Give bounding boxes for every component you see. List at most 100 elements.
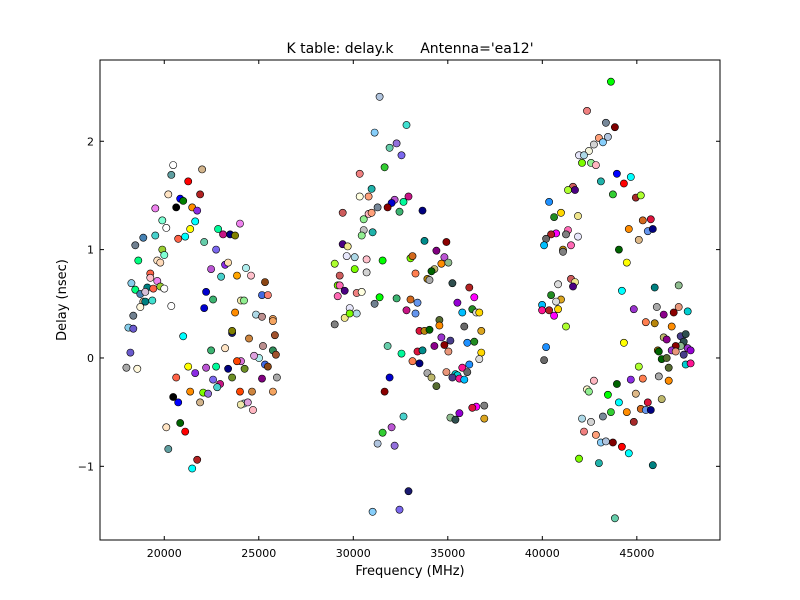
data-point xyxy=(368,507,377,516)
data-point xyxy=(385,373,394,382)
data-point xyxy=(368,228,377,237)
data-point xyxy=(599,412,607,421)
y-tick-label: 0 xyxy=(87,352,94,365)
data-point xyxy=(425,325,434,334)
data-point xyxy=(247,271,255,280)
data-point xyxy=(383,342,392,350)
data-point xyxy=(236,219,244,228)
data-point xyxy=(451,415,460,424)
data-point xyxy=(654,347,663,356)
data-point xyxy=(338,208,347,217)
chart-title: K table: delay.k Antenna='ea12' xyxy=(286,41,533,57)
data-point xyxy=(340,286,349,295)
data-point xyxy=(440,253,449,262)
data-point xyxy=(654,372,663,381)
data-point xyxy=(446,336,455,345)
data-point xyxy=(133,364,142,373)
data-point xyxy=(345,309,354,318)
data-point xyxy=(160,251,169,259)
data-point xyxy=(373,439,382,448)
data-point xyxy=(580,427,588,436)
data-point xyxy=(167,302,176,310)
data-point xyxy=(554,280,562,289)
data-point xyxy=(395,505,404,514)
data-point xyxy=(174,234,183,243)
data-point xyxy=(460,322,469,331)
data-point xyxy=(442,238,451,246)
data-point xyxy=(172,203,181,212)
data-point xyxy=(370,128,379,137)
data-point xyxy=(249,406,257,414)
data-point xyxy=(390,441,399,450)
data-point xyxy=(550,213,558,221)
data-point xyxy=(186,225,195,233)
data-point xyxy=(231,308,239,317)
x-axis-label: Frequency (MHz) xyxy=(355,564,464,579)
data-point xyxy=(202,287,210,296)
data-point xyxy=(475,308,484,317)
data-point xyxy=(228,373,236,382)
data-point xyxy=(425,276,434,284)
data-point xyxy=(364,192,373,201)
data-point xyxy=(268,387,277,396)
data-point xyxy=(597,177,605,186)
data-point xyxy=(420,236,429,245)
data-point xyxy=(268,317,277,325)
data-point xyxy=(585,147,593,155)
data-point xyxy=(330,320,339,329)
data-point xyxy=(148,296,157,305)
data-point xyxy=(271,350,280,359)
data-point xyxy=(562,322,570,331)
data-point xyxy=(552,297,560,306)
data-point xyxy=(448,373,457,382)
data-point xyxy=(650,319,659,328)
data-point xyxy=(406,295,415,304)
data-point xyxy=(184,362,193,371)
x-tick-label: 25000 xyxy=(241,547,276,560)
data-point xyxy=(470,337,479,346)
data-point xyxy=(146,273,155,282)
data-point xyxy=(607,77,615,86)
data-point xyxy=(263,362,272,371)
data-point xyxy=(538,306,546,315)
data-point xyxy=(590,376,598,385)
data-point xyxy=(590,140,598,149)
data-point xyxy=(636,191,645,200)
data-point xyxy=(592,161,600,169)
data-point xyxy=(387,423,396,432)
data-point xyxy=(191,217,200,226)
x-tick-label: 35000 xyxy=(430,547,465,560)
data-point xyxy=(475,355,484,363)
data-point xyxy=(378,256,387,265)
data-point xyxy=(122,363,131,372)
data-point xyxy=(212,245,220,254)
data-point xyxy=(196,190,204,199)
data-point xyxy=(664,376,673,385)
data-point xyxy=(418,346,427,355)
data-point xyxy=(545,197,553,206)
data-point xyxy=(626,173,635,181)
data-point xyxy=(634,362,643,371)
data-point xyxy=(375,293,384,302)
x-axis-ticks: 20000 25000 30000 35000 40000 45000 xyxy=(147,60,654,560)
data-point xyxy=(624,225,633,233)
data-point xyxy=(432,382,441,390)
data-point xyxy=(333,292,342,301)
data-point xyxy=(375,92,384,101)
data-point xyxy=(330,259,339,268)
data-point xyxy=(169,161,178,169)
data-point xyxy=(674,303,683,311)
data-point xyxy=(362,255,371,264)
data-point xyxy=(480,414,489,423)
data-point xyxy=(650,283,659,292)
data-point xyxy=(172,373,181,382)
y-axis-label: Delay (nsec) xyxy=(55,259,70,341)
data-point xyxy=(193,206,202,215)
data-point xyxy=(217,272,225,281)
data-point xyxy=(261,278,269,286)
data-point xyxy=(248,387,256,396)
data-point xyxy=(179,196,188,205)
data-point xyxy=(622,408,631,416)
data-point xyxy=(435,321,444,330)
